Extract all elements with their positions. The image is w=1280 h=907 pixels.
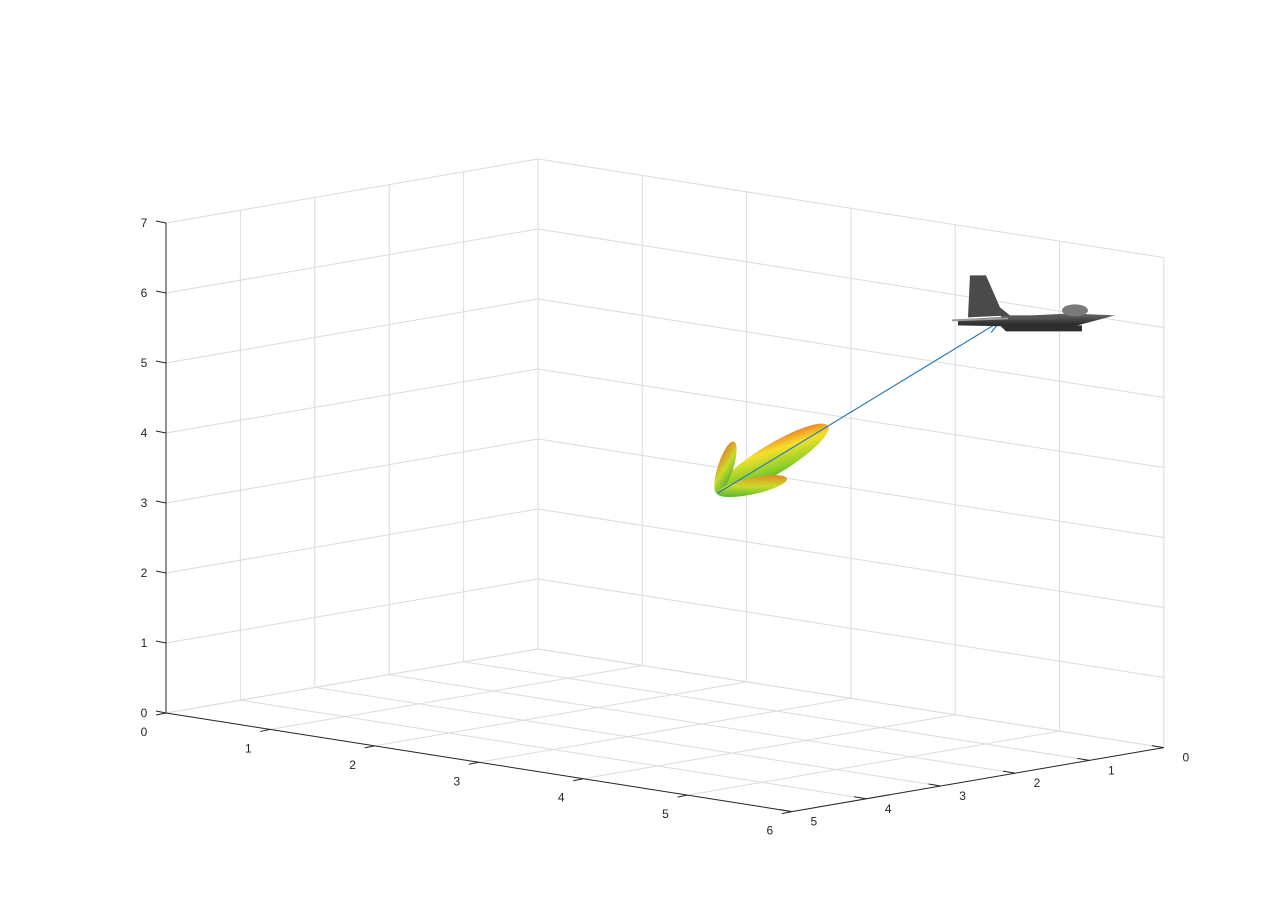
floor-grid-line-x (374, 681, 747, 747)
z-tick-label: 2 (141, 566, 148, 580)
left-wall-grid-line-z (165, 648, 539, 714)
y-tick-label: 2 (1034, 776, 1041, 790)
side-lobe-upper (714, 441, 737, 494)
side-lobe-lower (717, 475, 788, 498)
floor-grid-line-y (240, 699, 867, 800)
x-tick-label: 3 (454, 774, 461, 788)
plot-objects (714, 275, 1115, 498)
y-tick-label: 4 (885, 802, 892, 816)
y-tick-label: 0 (1182, 751, 1189, 765)
z-tick-mark (155, 290, 167, 294)
back-wall-grid-line-z (537, 228, 1164, 329)
y-tick-mark (854, 796, 867, 800)
left-wall-grid-line-z (165, 228, 539, 294)
z-tick-mark (155, 500, 167, 504)
z-tick-mark (155, 640, 167, 644)
y-tick-label: 1 (1108, 763, 1115, 777)
x-tick-mark (155, 712, 167, 716)
left-wall-grid-line-z (165, 368, 539, 434)
y-tick-mark (1077, 757, 1090, 761)
target-aircraft (951, 275, 1115, 332)
aircraft-canopy (1061, 304, 1088, 317)
back-wall-grid-line-z (537, 648, 1164, 749)
z-tick-mark (155, 430, 167, 434)
x-tick-mark (260, 728, 271, 732)
line-of-sight-arrow (716, 320, 1001, 495)
floor-grid-line-x (583, 714, 956, 780)
z-tick-label: 1 (141, 636, 148, 650)
floor-grid-line-x (687, 730, 1060, 796)
y-tick-mark (1151, 745, 1164, 749)
z-tick-mark (155, 570, 167, 574)
y-tick-mark (928, 783, 941, 787)
x-tick-label: 0 (141, 725, 148, 739)
floor-grid-line-y (389, 674, 1016, 774)
x-tick-mark (677, 794, 688, 798)
left-wall-grid-line-z (165, 578, 539, 644)
x-tick-mark (781, 811, 792, 815)
y-tick-label: 3 (959, 789, 966, 803)
x-tick-mark (468, 761, 479, 765)
z-tick-label: 3 (141, 496, 148, 510)
z-tick-label: 6 (141, 286, 148, 300)
back-wall-grid-line-z (537, 298, 1164, 399)
y-axis-line (791, 747, 1164, 813)
x-tick-mark (364, 745, 375, 749)
z-tick-mark (155, 710, 167, 714)
back-wall-grid-line-z (537, 578, 1164, 679)
aircraft-wing (999, 315, 1064, 320)
z-tick-label: 0 (141, 706, 148, 720)
z-tick-mark (155, 220, 167, 224)
back-wall-grid-line-z (537, 158, 1164, 259)
floor-grid-line-x (478, 697, 851, 763)
z-tick-mark (155, 360, 167, 364)
back-wall-grid-line-z (537, 368, 1164, 469)
x-tick-label: 4 (558, 791, 565, 805)
aircraft-fuselage (957, 313, 1115, 328)
floor-grid-line-x (270, 664, 643, 730)
y-tick-label: 5 (810, 815, 817, 829)
aircraft-missile (951, 317, 1009, 322)
y-tick-mark (779, 809, 792, 813)
floor-grid-line-y (463, 661, 1090, 761)
grid (165, 158, 1165, 813)
left-wall-grid-line-z (165, 508, 539, 574)
left-wall-grid-line-z (165, 298, 539, 364)
x-tick-label: 1 (245, 741, 252, 755)
tick-labels: 0 1 2 3 4 5 6 0 1 2 3 4 5 0 1 2 3 4 5 6 7 (141, 216, 1190, 838)
floor-grid-line-y (314, 686, 941, 787)
x-tick-label: 6 (766, 824, 773, 838)
left-wall-grid-line-z (165, 438, 539, 504)
y-tick-mark (1002, 770, 1016, 774)
back-wall-grid-line-z (537, 438, 1164, 539)
z-tick-label: 7 (141, 216, 148, 230)
z-tick-label: 4 (141, 426, 148, 440)
x-tick-label: 5 (662, 807, 669, 821)
x-tick-mark (573, 778, 584, 782)
left-wall-grid-line-z (165, 158, 539, 224)
axes (155, 220, 1164, 815)
aircraft-underside (999, 325, 1082, 332)
aircraft-tail-fin (967, 275, 1010, 318)
back-wall-grid-line-z (537, 508, 1164, 609)
z-tick-label: 5 (141, 356, 148, 370)
x-tick-label: 2 (349, 758, 356, 772)
